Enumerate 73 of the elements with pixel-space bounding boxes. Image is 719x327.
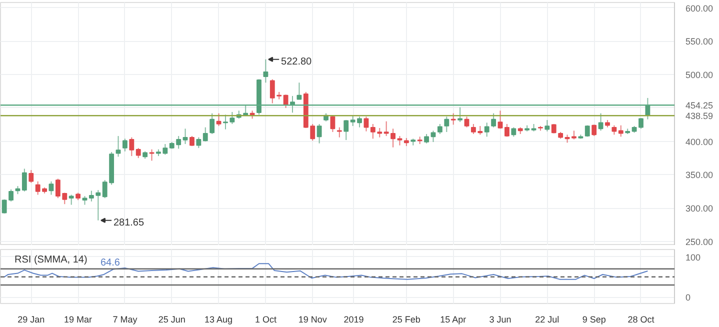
y-tick-label: 400.00 bbox=[686, 136, 714, 147]
x-tick-label: 25 Feb bbox=[392, 314, 420, 324]
y-tick-label: 100 bbox=[686, 252, 701, 262]
x-tick-label: 25 Jun bbox=[158, 314, 186, 324]
x-tick-label: 3 Jun bbox=[489, 314, 512, 324]
candlestick bbox=[216, 112, 222, 127]
candlestick bbox=[129, 136, 134, 157]
candlestick bbox=[210, 112, 215, 135]
candlestick bbox=[330, 114, 336, 133]
candlestick bbox=[149, 148, 154, 162]
candlestick bbox=[296, 82, 302, 100]
x-tick-label: 7 May bbox=[112, 314, 138, 324]
candlestick bbox=[592, 124, 597, 137]
candlestick bbox=[68, 194, 74, 206]
candlestick bbox=[458, 106, 463, 122]
annotation: 281.65 bbox=[113, 217, 144, 228]
candlestick bbox=[612, 124, 617, 136]
candlestick bbox=[424, 134, 429, 144]
candlestick bbox=[22, 168, 27, 192]
candlestick bbox=[136, 148, 141, 159]
candlestick bbox=[370, 124, 376, 140]
candlestick bbox=[444, 116, 450, 133]
ref-line-label: 454.25 bbox=[686, 100, 714, 111]
x-tick-label: 1 Oct bbox=[254, 314, 277, 324]
y-tick-label: 250.00 bbox=[686, 236, 714, 247]
candlestick bbox=[116, 136, 121, 158]
x-tick-label: 22 Jul bbox=[535, 314, 560, 324]
candlestick bbox=[638, 117, 644, 130]
y-tick-label: 550.00 bbox=[686, 36, 714, 47]
candlestick bbox=[511, 126, 516, 138]
candlestick bbox=[498, 110, 503, 130]
candlestick bbox=[202, 126, 208, 142]
x-tick-label: 19 Nov bbox=[298, 314, 328, 324]
candlestick bbox=[223, 114, 228, 130]
y-tick-label: 0 bbox=[686, 292, 691, 303]
candlestick bbox=[48, 180, 54, 196]
candlestick bbox=[464, 116, 470, 128]
candlestick bbox=[551, 124, 556, 134]
x-tick-label: 2019 bbox=[344, 314, 364, 324]
x-tick-label: 19 Mar bbox=[64, 314, 92, 324]
candlestick bbox=[618, 124, 624, 138]
candlestick bbox=[263, 58, 268, 84]
candlestick bbox=[377, 128, 382, 138]
x-tick-label: 28 Oct bbox=[628, 314, 655, 324]
annotation: 522.80 bbox=[281, 56, 312, 68]
candlestick bbox=[344, 119, 349, 141]
candlestick bbox=[230, 111, 235, 124]
candlestick bbox=[88, 190, 94, 202]
annotation: 64.6 bbox=[100, 258, 120, 268]
x-tick-label: 15 Apr bbox=[440, 314, 466, 324]
candlestick bbox=[504, 124, 510, 138]
x-tick-label: 13 Aug bbox=[204, 314, 233, 324]
x-tick-label: 29 Jan bbox=[18, 314, 45, 324]
candlestick bbox=[196, 136, 202, 149]
candlestick bbox=[544, 119, 550, 132]
y-tick-label: 300.00 bbox=[686, 204, 714, 214]
candlestick bbox=[397, 136, 402, 146]
text: RSI (SMMA, 14) bbox=[14, 254, 88, 266]
y-tick-label: 350.00 bbox=[686, 170, 714, 180]
x-tick-label: 9 Sep bbox=[582, 314, 606, 324]
candlestick bbox=[28, 170, 34, 184]
y-tick-label: 500.00 bbox=[686, 70, 714, 80]
y-tick-label: 600.00 bbox=[686, 3, 714, 14]
candlestick bbox=[182, 128, 188, 145]
ref-line-label: 438.59 bbox=[686, 111, 714, 122]
candlestick bbox=[437, 124, 442, 135]
candlestick bbox=[491, 112, 496, 128]
candlestick bbox=[450, 112, 456, 126]
candlestick bbox=[96, 190, 101, 221]
candlestick bbox=[316, 124, 322, 144]
candlestick bbox=[484, 122, 490, 138]
candlestick bbox=[283, 94, 288, 108]
candlestick bbox=[122, 138, 128, 152]
